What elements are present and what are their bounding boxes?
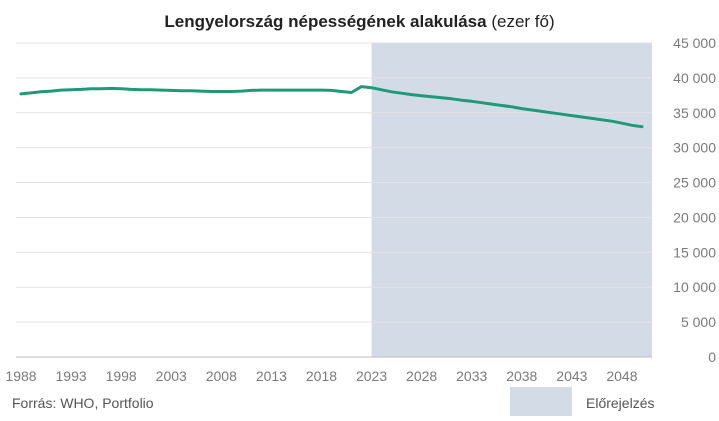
- x-tick-label: 1993: [56, 368, 87, 384]
- y-tick-label: 15 000: [673, 244, 716, 260]
- y-axis-ticks: 0 5 000 10 000 15 000 20 000 25 000 30 000 35 0…: [673, 35, 716, 365]
- chart-title-unit: (ezer fő): [491, 12, 554, 31]
- legend-forecast-swatch: [510, 387, 572, 416]
- x-tick-label: 2018: [306, 368, 337, 384]
- y-tick-label: 25 000: [673, 175, 716, 191]
- y-tick-label: 0: [708, 349, 716, 365]
- x-tick-label: 2028: [406, 368, 437, 384]
- x-tick-label: 2033: [456, 368, 487, 384]
- x-tick-label: 2003: [156, 368, 187, 384]
- y-tick-label: 40 000: [673, 70, 716, 86]
- x-tick-label: 2008: [206, 368, 237, 384]
- gridlines: [16, 42, 652, 358]
- x-tick-label: 1988: [5, 368, 36, 384]
- x-tick-label: 1998: [106, 368, 137, 384]
- x-tick-label: 2043: [556, 368, 587, 384]
- chart-title: Lengyelország népességének alakulása (ez…: [164, 12, 554, 31]
- forecast-region: [371, 43, 652, 357]
- legend-forecast-label: Előrejelzés: [586, 395, 654, 411]
- x-axis-ticks: 1988 1993 1998 2003 2008 2013 2018 2023 2028 2033…: [5, 368, 637, 384]
- y-tick-label: 5 000: [681, 314, 716, 330]
- x-tick-label: 2023: [356, 368, 387, 384]
- y-tick-label: 20 000: [673, 209, 716, 225]
- y-tick-label: 45 000: [673, 35, 716, 51]
- x-tick-label: 2038: [506, 368, 537, 384]
- series-line: [19, 85, 644, 129]
- x-tick-label: 2048: [606, 368, 637, 384]
- x-tick-label: 2013: [256, 368, 287, 384]
- y-tick-label: 30 000: [673, 140, 716, 156]
- chart-title-main: Lengyelország népességének alakulása: [164, 12, 487, 31]
- source-note: Forrás: WHO, Portfolio: [12, 395, 154, 411]
- series-layer: [19, 85, 644, 129]
- y-tick-label: 35 000: [673, 105, 716, 121]
- y-tick-label: 10 000: [673, 279, 716, 295]
- forecast-region-layer: [371, 43, 652, 357]
